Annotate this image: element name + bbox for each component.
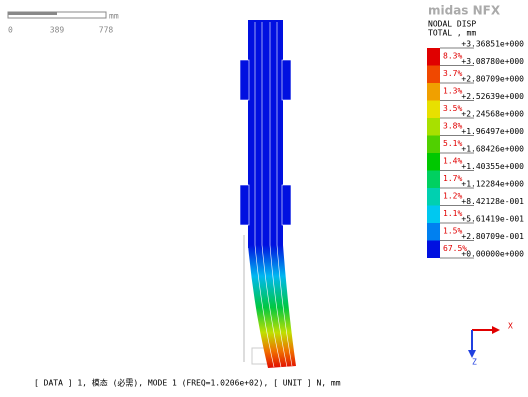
axis-label: X bbox=[508, 322, 513, 331]
legend-percent: 1.2% bbox=[443, 191, 462, 200]
legend-band bbox=[427, 48, 440, 66]
legend-band bbox=[427, 206, 440, 224]
legend-band bbox=[427, 241, 440, 259]
legend-percent: 1.4% bbox=[443, 156, 462, 165]
legend-percent: 1.5% bbox=[443, 226, 462, 235]
legend-percent: 3.5% bbox=[443, 104, 462, 113]
legend-level: +0.00000e+000 bbox=[461, 250, 524, 259]
legend-level: +3.36851e+000 bbox=[461, 40, 524, 49]
legend-band bbox=[427, 171, 440, 189]
axis-triad: X Z bbox=[468, 322, 513, 367]
legend-level: +8.42128e-001 bbox=[461, 197, 524, 206]
legend-band bbox=[427, 66, 440, 84]
legend-title: NODAL DISP bbox=[428, 20, 476, 29]
legend-band bbox=[427, 101, 440, 119]
legend-level: +1.40355e+000 bbox=[461, 162, 524, 171]
legend-level: +3.08780e+000 bbox=[461, 57, 524, 66]
legend-level: +2.80709e-001 bbox=[461, 232, 524, 241]
viewport: mm 0 389 778 midas NFX NODAL DISP TOTAL … bbox=[0, 0, 528, 397]
status-bar: [ DATA ] 1, 模态 (必需), MODE 1 (FREQ=1.0206… bbox=[34, 378, 341, 388]
logo: midas NFX bbox=[428, 4, 501, 18]
scale-label: 389 bbox=[50, 26, 65, 35]
legend: 8.3% 3.7% 1.3% 3.5% 3.8% 5.1% 1.4% 1.7% 1.2% 1.1%… bbox=[427, 40, 524, 259]
legend-band bbox=[427, 188, 440, 206]
legend-level: +1.96497e+000 bbox=[461, 127, 524, 136]
scale-label: 0 bbox=[8, 26, 13, 35]
scale-unit: mm bbox=[109, 12, 119, 21]
legend-level: +1.68426e+000 bbox=[461, 145, 524, 154]
scale-label: 778 bbox=[99, 26, 114, 35]
legend-percent: 3.8% bbox=[443, 121, 462, 130]
legend-subtitle: TOTAL , mm bbox=[428, 29, 476, 38]
legend-percent: 1.1% bbox=[443, 209, 462, 218]
legend-level: +2.24568e+000 bbox=[461, 110, 524, 119]
legend-level: +5.61419e-001 bbox=[461, 215, 524, 224]
scale-bar: mm 0 389 778 bbox=[8, 12, 119, 35]
legend-percent: 5.1% bbox=[443, 139, 462, 148]
legend-level: +2.80709e+000 bbox=[461, 75, 524, 84]
view: mm 0 389 778 midas NFX NODAL DISP TOTAL … bbox=[0, 0, 528, 397]
model bbox=[240, 20, 296, 368]
legend-percent: 3.7% bbox=[443, 69, 462, 78]
legend-percent: 8.3% bbox=[443, 51, 462, 60]
legend-percent: 1.3% bbox=[443, 86, 462, 95]
legend-band bbox=[427, 118, 440, 136]
legend-level: +2.52639e+000 bbox=[461, 92, 524, 101]
legend-level: +1.12284e+000 bbox=[461, 180, 524, 189]
legend-percent: 1.7% bbox=[443, 174, 462, 183]
legend-band bbox=[427, 153, 440, 171]
legend-band bbox=[427, 223, 440, 241]
legend-band bbox=[427, 136, 440, 154]
legend-band bbox=[427, 83, 440, 101]
axis-label: Z bbox=[472, 358, 477, 367]
